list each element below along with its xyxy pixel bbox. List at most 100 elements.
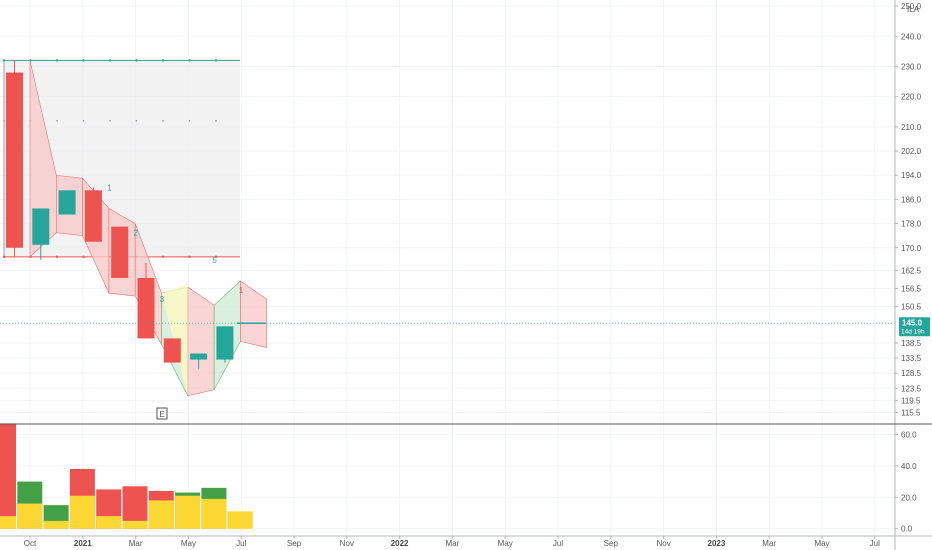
range-bottom-dot [2, 255, 6, 259]
price-tick-label: 123.5 [901, 384, 922, 393]
price-tick-label: 178.0 [901, 220, 922, 229]
volume-bar-inner [43, 520, 69, 529]
range-top-dot [2, 59, 6, 62]
volume-bar-inner [201, 498, 227, 529]
volume-bar-inner [122, 520, 148, 529]
time-tick-label: 2022 [391, 539, 409, 548]
range-mid-dot [56, 119, 58, 122]
range-top-dot [82, 59, 85, 62]
range-bottom-dot [161, 255, 165, 259]
wave-band-segment [187, 286, 215, 397]
range-mid-dot [215, 119, 217, 122]
price-tick-label: 202.0 [901, 147, 922, 156]
range-top-dot [108, 59, 112, 62]
candle-body [163, 338, 181, 363]
current-price-countdown: 14d 19h [901, 328, 925, 335]
range-mid-dot [82, 119, 85, 122]
price-tick-label: 230.0 [901, 62, 922, 71]
price-tick-label: 119.5 [901, 396, 921, 405]
volume-bar-inner [175, 495, 201, 529]
time-tick-label: Sep [287, 539, 302, 548]
price-tick-label: 250.0 [901, 2, 922, 11]
price-tick-label: 150.5 [901, 303, 922, 312]
volume-bar-inner [96, 516, 122, 529]
wave-labels: 1 2 3 5 1 E [107, 183, 244, 420]
time-tick-label: Nov [340, 539, 354, 548]
time-tick-label: 2023 [708, 539, 726, 548]
price-tick-label: 133.5 [901, 354, 922, 363]
time-tick-label: Mar [446, 539, 460, 548]
range-mid-dot [3, 119, 5, 122]
time-tick-label: May [498, 539, 513, 548]
time-tick-label: May [181, 539, 196, 548]
current-price-value: 145.0 [902, 318, 923, 327]
wave-band-segment [240, 280, 268, 348]
range-bottom-dot [214, 255, 218, 259]
volume-bar-inner [227, 511, 253, 529]
candle-body [32, 208, 50, 245]
candlestick-series [0, 60, 895, 369]
price-tick-label: 186.0 [901, 195, 922, 204]
candle-body [137, 277, 155, 339]
range-bottom-dot [55, 255, 59, 259]
candle-body [216, 326, 234, 360]
volume-bar-inner [17, 503, 43, 529]
range-top-dot [161, 59, 165, 62]
range-top-dot [55, 59, 59, 62]
wave-label: 1 [239, 286, 244, 295]
time-tick-label: Jul [553, 539, 563, 548]
range-mid-dot [109, 119, 111, 122]
earnings-marker-label: E [159, 410, 164, 419]
time-tick-label: Sep [604, 539, 619, 548]
candle-body [190, 353, 208, 360]
wave-label: 3 [160, 295, 165, 304]
range-mid-dot [135, 119, 138, 122]
candle-body [111, 226, 129, 278]
volume-bar [0, 423, 16, 529]
volume-bar-inner [69, 495, 95, 529]
price-tick-label: 128.5 [901, 369, 922, 378]
price-tick-label: 170.0 [901, 244, 922, 253]
price-tick-label: 210.0 [901, 123, 922, 132]
candle-body [6, 72, 23, 248]
volume-series [0, 423, 253, 529]
time-tick-label: Mar [762, 539, 776, 548]
price-tick-label: 162.5 [901, 266, 922, 275]
range-bottom-dot [82, 255, 85, 259]
price-tick-label: 194.0 [901, 171, 922, 180]
range-top-dot [214, 59, 218, 62]
candle-body [58, 190, 76, 215]
time-tick-label: Jul [870, 539, 880, 548]
wave-label: 1 [107, 183, 112, 192]
wave-label: 5 [212, 256, 217, 265]
symbol-label: ILA [907, 5, 920, 14]
range-bottom-dot [188, 255, 191, 259]
price-tick-label: 115.5 [901, 408, 921, 417]
range-mid-dot [188, 119, 191, 122]
price-tick-label: 138.5 [901, 339, 922, 348]
time-tick-label: Oct [24, 539, 37, 548]
time-tick-label: Mar [129, 539, 143, 548]
volume-tick-label: 60.0 [901, 430, 917, 439]
price-tick-label: 220.0 [901, 93, 922, 102]
volume-bar-inner [148, 500, 174, 529]
range-top-dot [188, 59, 191, 62]
time-tick-label: Jul [236, 539, 246, 548]
range-mid-dot [162, 119, 164, 122]
time-tick-label: Nov [656, 539, 670, 548]
candle-body [84, 190, 102, 242]
volume-bar-inner [0, 516, 16, 529]
volume-tick-label: 40.0 [901, 462, 917, 471]
earnings-marker [156, 407, 168, 420]
current-price-badge [899, 317, 930, 337]
range-top-dot [135, 59, 138, 62]
volume-tick-label: 20.0 [901, 493, 917, 502]
volume-tick-label: 0.0 [901, 525, 913, 534]
time-tick-label: 2021 [74, 539, 92, 548]
wave-label: 2 [134, 229, 139, 238]
price-tick-label: 240.0 [901, 32, 922, 41]
time-tick-label: May [814, 539, 829, 548]
price-tick-label: 156.5 [901, 285, 922, 294]
